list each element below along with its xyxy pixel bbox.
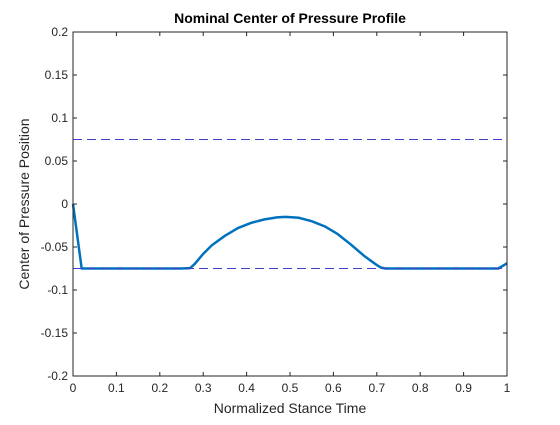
x-tick-label: 0.5 (282, 381, 299, 395)
x-tick-label: 0.4 (238, 381, 255, 395)
x-tick-label: 1 (504, 381, 511, 395)
plot-area (73, 32, 507, 376)
y-tick-label: 0.15 (45, 68, 69, 82)
chart-title: Nominal Center of Pressure Profile (174, 10, 406, 26)
x-tick-label: 0.9 (455, 381, 472, 395)
y-tick-label: -0.05 (41, 240, 69, 254)
y-tick-label: -0.15 (41, 326, 69, 340)
y-tick-label: 0.1 (51, 111, 68, 125)
y-tick-label: 0 (61, 197, 68, 211)
x-tick-label: 0.8 (412, 381, 429, 395)
ticks-layer: 0 0.1 0.2 0.3 0.4 0.5 0.6 0.7 0.8 0.9 1 -0.2 -0.15 -0… (41, 25, 511, 395)
x-tick-label: 0.3 (195, 381, 212, 395)
x-tick-label: 0 (70, 381, 77, 395)
x-tick-label: 0.2 (151, 381, 168, 395)
y-tick-label: -0.1 (47, 283, 68, 297)
y-tick-label: -0.2 (47, 369, 68, 383)
x-tick-label: 0.7 (368, 381, 385, 395)
x-axis-label: Normalized Stance Time (214, 400, 367, 416)
y-axis-label: Center of Pressure Position (16, 118, 32, 289)
series-layer (71, 139, 508, 270)
x-tick-label: 0.1 (108, 381, 125, 395)
x-tick-label: 0.6 (325, 381, 342, 395)
y-tick-label: 0.2 (51, 25, 68, 39)
y-tick-label: 0.05 (45, 154, 69, 168)
